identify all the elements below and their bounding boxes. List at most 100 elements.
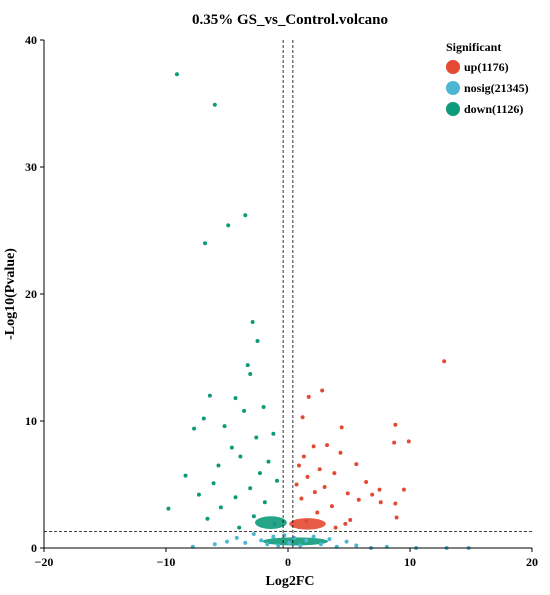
data-point [251, 514, 256, 519]
data-point [203, 241, 208, 246]
data-point [305, 474, 310, 479]
x-tick-label: 20 [526, 555, 538, 569]
data-point [356, 497, 361, 502]
legend-swatch [446, 81, 460, 95]
data-point [348, 518, 353, 523]
data-point [442, 359, 447, 364]
data-point [271, 534, 276, 539]
data-point [312, 490, 317, 495]
y-tick-label: 30 [25, 160, 37, 174]
data-point [311, 534, 316, 539]
data-point [329, 504, 334, 509]
y-tick-label: 20 [25, 287, 37, 301]
data-point [296, 463, 301, 468]
series-core [289, 518, 326, 530]
data-point [294, 482, 299, 487]
y-tick-label: 40 [25, 33, 37, 47]
data-point [275, 478, 280, 483]
data-point [218, 505, 223, 510]
data-point [401, 487, 406, 492]
data-point [257, 471, 262, 476]
data-point [265, 542, 270, 547]
data-point [243, 213, 248, 218]
legend-title: Significant [446, 40, 501, 54]
data-point [327, 537, 332, 542]
legend-label: nosig(21345) [464, 81, 529, 95]
data-point [306, 394, 311, 399]
data-point [207, 393, 212, 398]
series-nosig [190, 532, 471, 550]
data-point [226, 223, 231, 228]
data-point [255, 338, 260, 343]
data-point [339, 425, 344, 430]
x-tick-label: 10 [404, 555, 416, 569]
plot-area [166, 72, 471, 550]
data-point [248, 372, 253, 377]
data-point [287, 540, 292, 545]
data-point [259, 538, 264, 543]
data-point [338, 450, 343, 455]
data-point [196, 492, 201, 497]
data-point [201, 416, 206, 421]
legend-swatch [446, 60, 460, 74]
data-point [344, 539, 349, 544]
x-tick-label: 0 [285, 555, 291, 569]
data-point [393, 422, 398, 427]
data-point [345, 491, 350, 496]
x-axis-label: Log2FC [266, 574, 315, 589]
data-point [271, 431, 276, 436]
chart-title: 0.35% GS_vs_Control.volcano [192, 12, 388, 28]
data-point [332, 471, 337, 476]
data-point [250, 319, 255, 324]
data-point [300, 415, 305, 420]
data-point [394, 515, 399, 520]
data-point [393, 501, 398, 506]
series-core [255, 516, 287, 529]
legend-label: down(1126) [464, 102, 523, 116]
data-point [315, 510, 320, 515]
data-point [251, 532, 256, 537]
data-point [299, 496, 304, 501]
x-tick-label: −10 [157, 555, 176, 569]
legend: Significant up(1176) nosig(21345) down(112… [446, 40, 529, 116]
data-point [304, 519, 309, 524]
data-point [298, 543, 303, 548]
data-point [254, 435, 259, 440]
data-point [304, 538, 309, 543]
data-point [406, 439, 411, 444]
data-point [272, 521, 277, 526]
data-point [262, 500, 267, 505]
data-point [261, 405, 266, 410]
y-tick-label: 10 [25, 414, 37, 428]
data-point [211, 481, 216, 486]
data-point [233, 495, 238, 500]
y-axis-label: -Log10(Pvalue) [3, 248, 18, 340]
legend-swatch [446, 102, 460, 116]
data-point [238, 454, 243, 459]
data-point [301, 454, 306, 459]
data-point [212, 542, 217, 547]
data-point [378, 500, 383, 505]
data-point [174, 72, 179, 77]
data-point [377, 487, 382, 492]
data-point [266, 459, 271, 464]
data-point [205, 516, 210, 521]
data-point [354, 462, 359, 467]
series-up [294, 359, 447, 530]
data-point [166, 506, 171, 511]
data-point [320, 388, 325, 393]
data-point [243, 540, 248, 545]
data-point [276, 543, 281, 548]
series-down [166, 72, 280, 530]
data-point [317, 467, 322, 472]
data-point [192, 426, 197, 431]
data-point [234, 535, 239, 540]
data-point [325, 443, 330, 448]
data-point [237, 525, 242, 530]
data-point [248, 486, 253, 491]
data-point [318, 542, 323, 547]
data-point [225, 539, 229, 544]
data-point [354, 543, 359, 548]
data-point [222, 424, 227, 429]
